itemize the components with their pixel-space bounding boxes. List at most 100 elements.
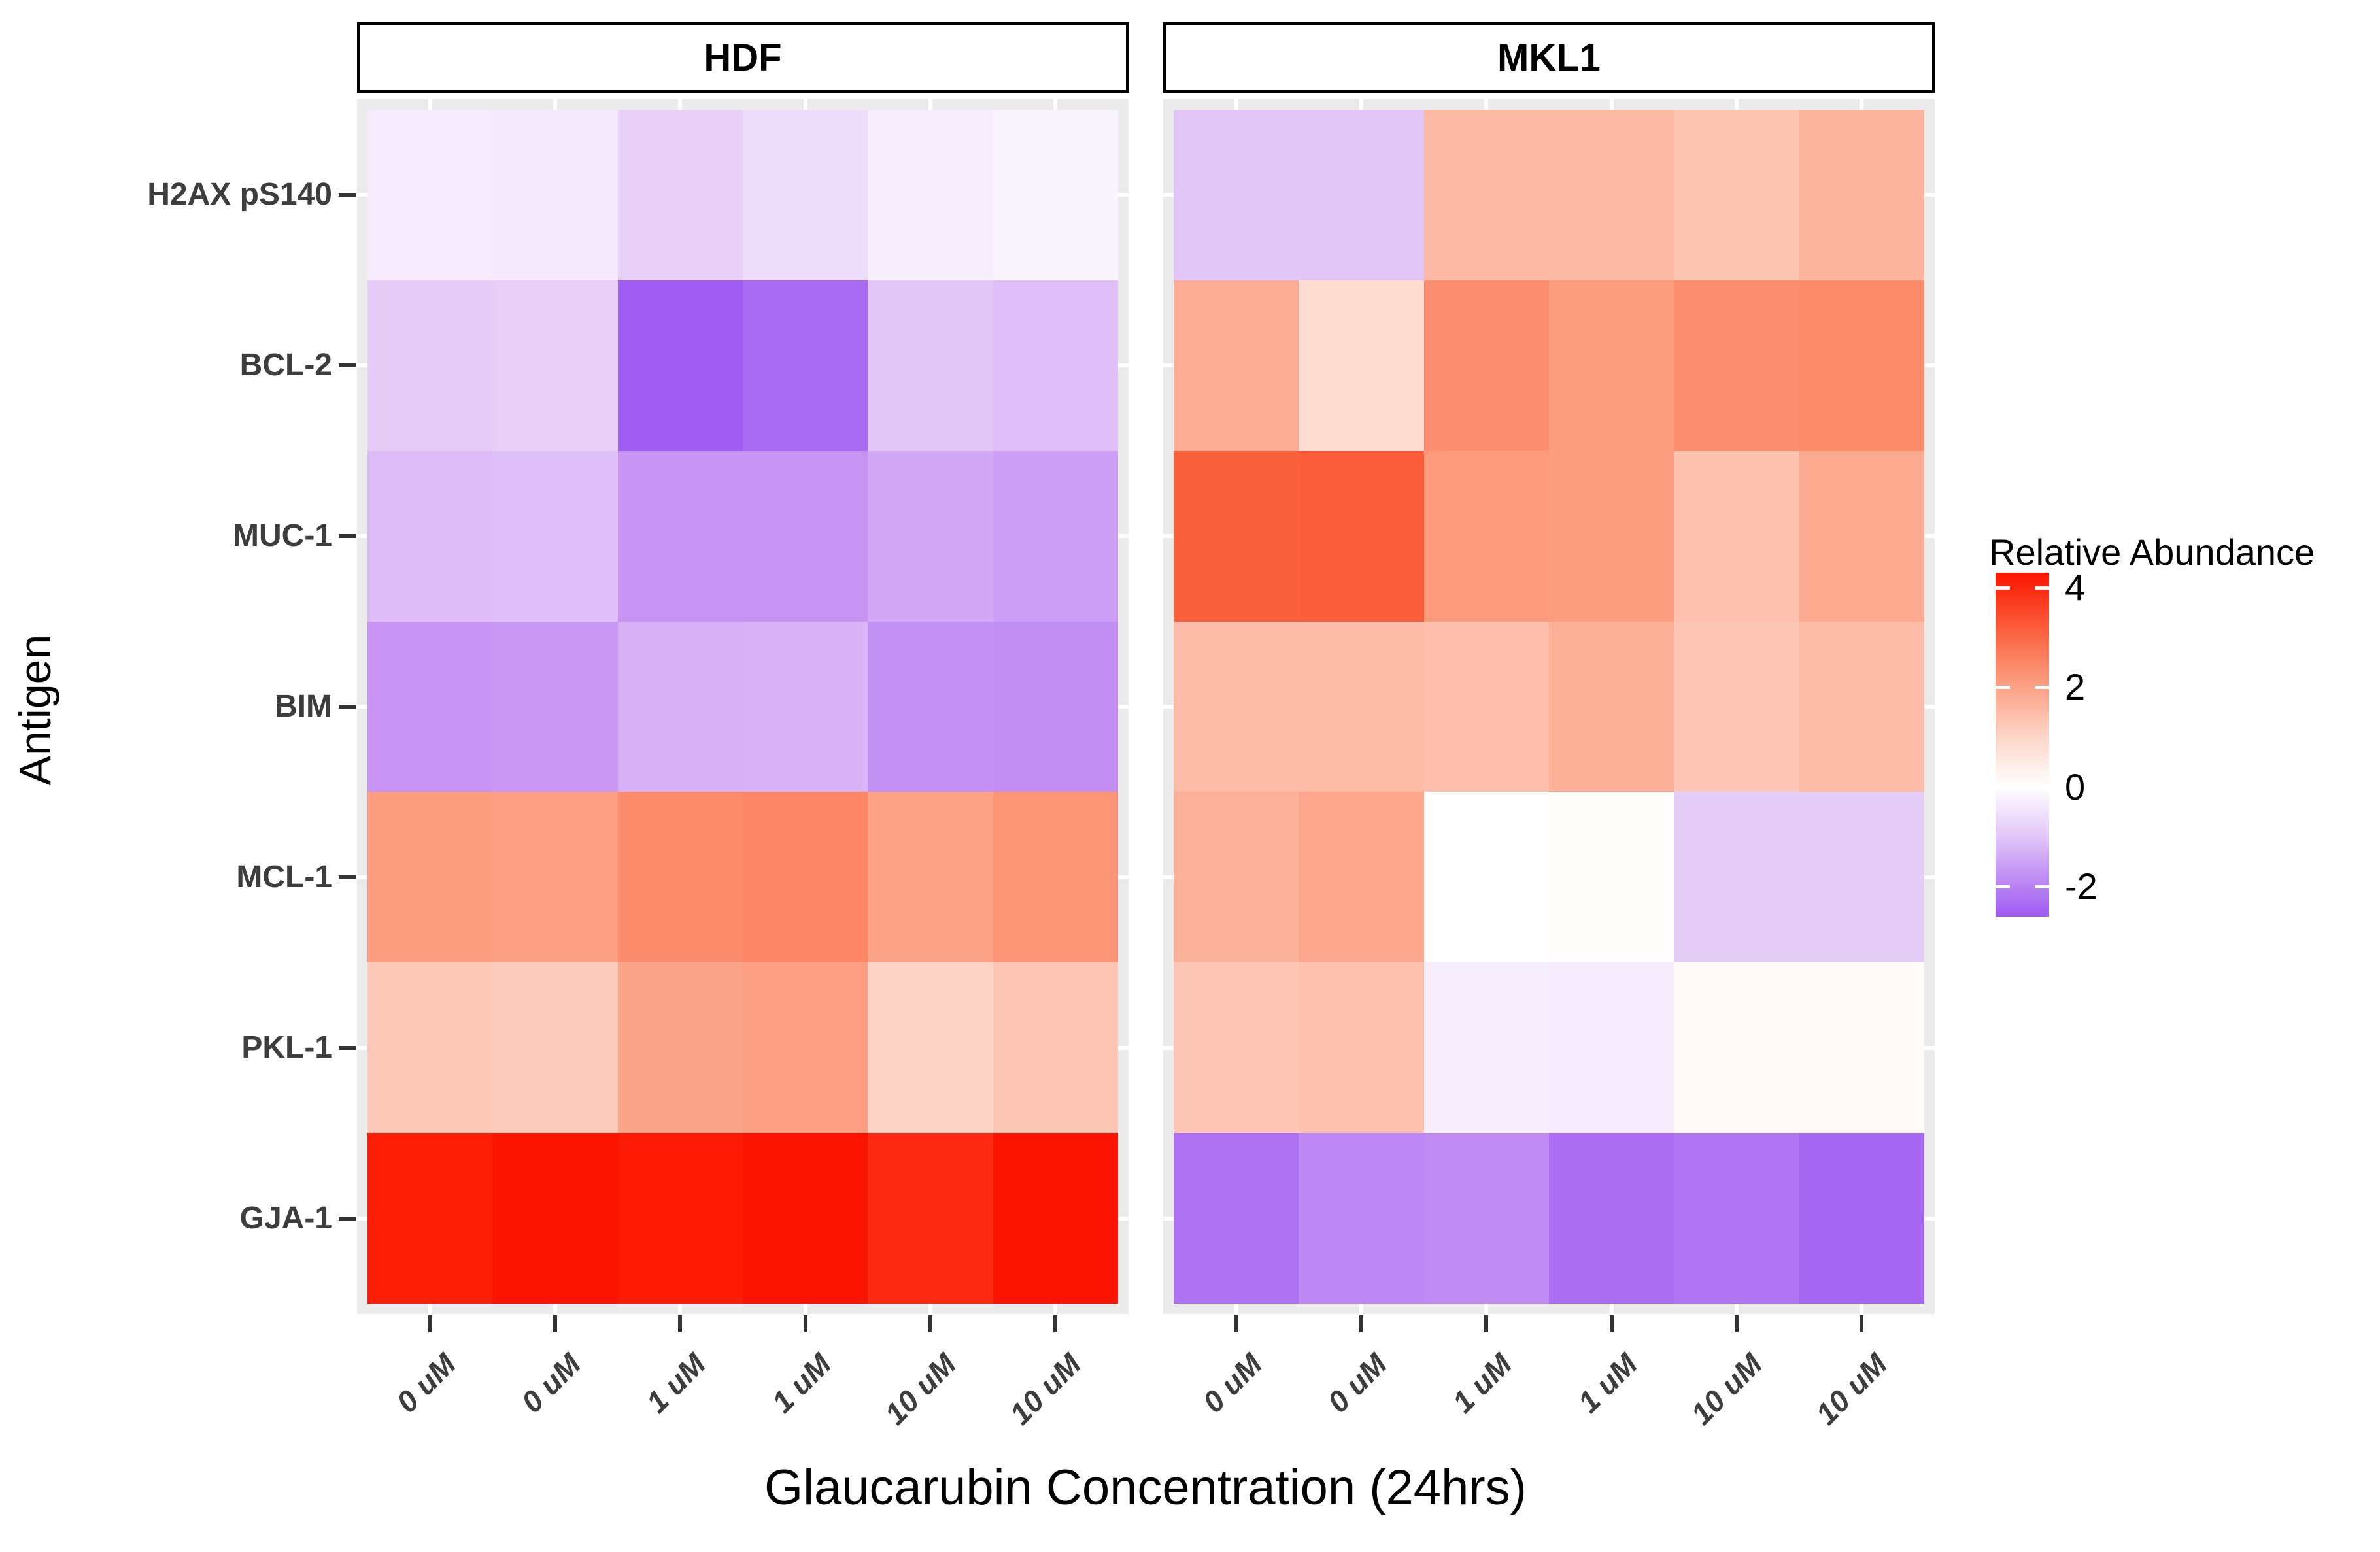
heatmap-cell — [1174, 792, 1299, 963]
heatmap-cell — [617, 110, 743, 280]
heatmap-cell — [492, 110, 618, 280]
x-axis-tick — [1053, 1315, 1058, 1332]
heatmap-cell — [1174, 621, 1299, 792]
heatmap-cell — [1674, 450, 1799, 622]
heatmap-cell — [742, 792, 868, 963]
heatmap-cell — [993, 450, 1118, 622]
heatmap-cell — [1174, 1133, 1299, 1304]
y-axis-tick — [339, 363, 356, 368]
heatmap-cell — [1299, 792, 1424, 963]
y-axis-tick — [339, 534, 356, 539]
heatmap-cell — [367, 621, 493, 792]
heatmap-cell — [1174, 450, 1299, 622]
facet-strip-mkl1: MKL1 — [1163, 22, 1935, 93]
heatmap-panel-mkl1 — [1163, 99, 1935, 1314]
heatmap-cell — [742, 962, 868, 1134]
heatmap-cell — [1423, 621, 1549, 792]
heatmap-cell — [492, 962, 618, 1134]
heatmap-cell — [1799, 962, 1924, 1134]
heatmap-cell — [1299, 621, 1424, 792]
heatmap-cell — [617, 621, 743, 792]
heatmap-cell — [492, 621, 618, 792]
heatmap-cell — [1423, 792, 1549, 963]
heatmap-cell — [1423, 1133, 1549, 1304]
heatmap-cell — [492, 792, 618, 963]
heatmap-cell — [1674, 280, 1799, 451]
heatmap-cell — [617, 450, 743, 622]
x-axis-tick — [678, 1315, 683, 1332]
heatmap-cell — [993, 110, 1118, 280]
heatmap-cell — [742, 280, 868, 451]
x-axis-tick — [803, 1315, 808, 1332]
heatmap-cell — [1799, 450, 1924, 622]
heatmap-cell — [742, 450, 868, 622]
heatmap-cell — [367, 450, 493, 622]
heatmap-cell — [993, 792, 1118, 963]
x-axis-tick — [428, 1315, 432, 1332]
heatmap-cell — [1548, 450, 1674, 622]
x-axis-tick — [1860, 1315, 1864, 1332]
heatmap-cell — [367, 1133, 493, 1304]
heatmap-cell — [1799, 621, 1924, 792]
y-axis-tick — [339, 1216, 356, 1221]
heatmap-cell — [617, 280, 743, 451]
legend-tick-mark — [2035, 885, 2049, 889]
heatmap-cell — [617, 962, 743, 1134]
heatmap-cell — [1674, 1133, 1799, 1304]
y-tick-label: PKL-1 — [241, 1030, 332, 1065]
heatmap-cells-hdf — [367, 110, 1118, 1304]
heatmap-cell — [1423, 280, 1549, 451]
x-axis-tick — [1359, 1315, 1363, 1332]
heatmap-cell — [1299, 962, 1424, 1134]
facet-strip-hdf-label: HDF — [704, 36, 782, 79]
y-tick-label: H2AX pS140 — [147, 177, 332, 212]
heatmap-cell — [492, 280, 618, 451]
heatmap-cell — [868, 621, 993, 792]
heatmap-cell — [993, 280, 1118, 451]
heatmap-cell — [742, 1133, 868, 1304]
heatmap-cell — [742, 621, 868, 792]
heatmap-cell — [367, 280, 493, 451]
heatmap-cell — [1299, 110, 1424, 280]
heatmap-cell — [1674, 962, 1799, 1134]
heatmap-cell — [868, 1133, 993, 1304]
heatmap-cell — [1174, 962, 1299, 1134]
legend-tick-mark — [1996, 586, 2010, 590]
heatmap-cell — [1799, 792, 1924, 963]
heatmap-cell — [1674, 110, 1799, 280]
legend-tick-label: -2 — [2065, 866, 2098, 907]
heatmap-cell — [1299, 450, 1424, 622]
y-tick-label: MUC-1 — [233, 518, 332, 554]
y-tick-label: BIM — [275, 689, 332, 724]
y-axis-tick — [339, 875, 356, 879]
heatmap-cell — [1548, 1133, 1674, 1304]
heatmap-cell — [617, 792, 743, 963]
y-axis-tick — [339, 1045, 356, 1050]
heatmap-cell — [1799, 280, 1924, 451]
heatmap-cell — [993, 621, 1118, 792]
x-axis-tick — [1484, 1315, 1489, 1332]
x-axis-tick — [1735, 1315, 1739, 1332]
heatmap-cell — [868, 110, 993, 280]
heatmap-cell — [492, 450, 618, 622]
legend-tick-label: 0 — [2065, 766, 2086, 807]
heatmap-cell — [868, 280, 993, 451]
heatmap-cell — [492, 1133, 618, 1304]
heatmap-cell — [993, 962, 1118, 1134]
legend-tick-mark — [1996, 885, 2010, 889]
heatmap-cell — [1548, 110, 1674, 280]
legend-tick-mark — [2035, 686, 2049, 690]
legend-title: Relative Abundance — [1989, 531, 2315, 573]
x-axis-tick — [553, 1315, 557, 1332]
heatmap-cell — [1548, 792, 1674, 963]
legend-tick-mark — [2035, 785, 2049, 789]
heatmap-cell — [1548, 280, 1674, 451]
heatmap-cell — [1423, 110, 1549, 280]
heatmap-cell — [1674, 792, 1799, 963]
heatmap-cell — [1799, 1133, 1924, 1304]
x-axis-title: Glaucarubin Concentration (24hrs) — [764, 1460, 1527, 1515]
x-axis-tick — [1234, 1315, 1238, 1332]
heatmap-cell — [1423, 450, 1549, 622]
y-axis-tick — [339, 705, 356, 709]
heatmap-cell — [993, 1133, 1118, 1304]
